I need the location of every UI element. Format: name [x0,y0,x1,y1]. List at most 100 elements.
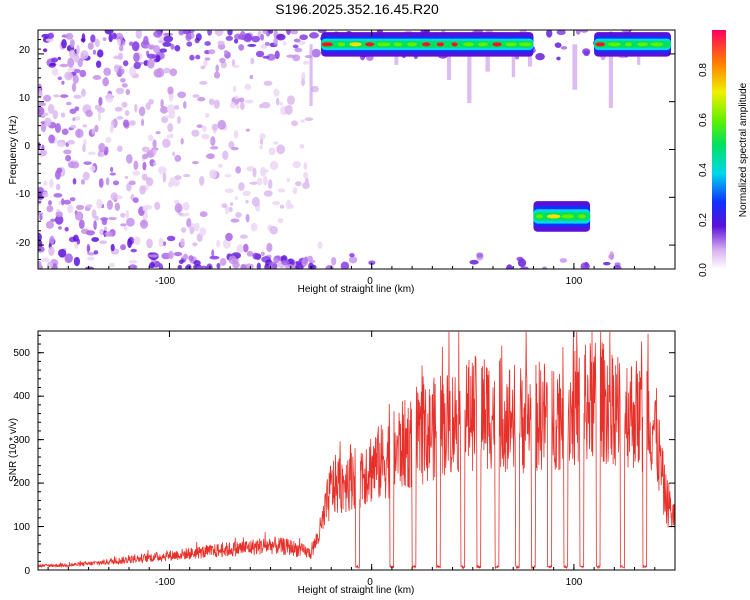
heatmap-cell [128,41,134,46]
heatmap-cell [222,238,231,249]
heatmap-cell [169,177,176,186]
heatmap-streak [572,44,578,90]
heatmap-cell [292,54,301,62]
heatmap-cell [217,163,223,168]
heatmap-cell [214,30,224,37]
heatmap-cell [124,110,130,117]
heatmap-cell [67,161,76,169]
heatmap-cell [66,101,72,106]
chart-title: S196.2025.352.16.45.R20 [275,1,439,17]
snr-frame [37,330,676,571]
heatmap-cell [109,262,115,268]
heatmap-cell [153,30,162,38]
heatmap-peak [637,42,649,47]
heatmap-cell [239,234,248,239]
heatmap-cell [268,147,276,156]
heatmap-cell [232,58,236,67]
heatmap-cell [177,91,187,99]
heatmap-cell [42,48,48,53]
heatmap-cell [120,223,127,227]
heatmap-cell [127,238,132,249]
heatmap-cell [124,226,128,231]
heatmap-cell [80,38,86,43]
heatmap-cell [309,32,319,39]
colorbar-tick-label: 0.6 [698,113,709,127]
heatmap-cell [121,101,128,108]
heatmap-cell [97,111,102,122]
heatmap-cell [71,82,77,92]
heatmap-cell [104,226,108,232]
heatmap-cell [260,33,264,41]
heatmap-cell [208,98,215,106]
heatmap-cell [252,167,257,178]
heatmap-cell [244,263,254,269]
heatmap-cell [155,131,161,135]
heatmap-cell [207,30,212,36]
heatmap-cell [273,37,278,46]
heatmap-cell [126,217,135,227]
heatmap-cell [132,197,139,203]
heatmap-cell [303,162,308,170]
heatmap-cell [194,222,200,232]
heatmap-cell [61,80,65,85]
heatmap-cell [294,181,302,187]
heatmap-cell [234,38,239,44]
heatmap-peak [505,42,517,47]
heatmap-cell [186,217,192,228]
heatmap-cell [159,48,168,53]
heatmap-cell [132,170,141,176]
heatmap-cell [146,53,156,59]
heatmap-cell [69,39,75,48]
heatmap-streak [511,44,516,78]
heatmap-cell [556,30,566,36]
heatmap-cell [228,141,235,149]
heatmap-cell [54,123,62,133]
heatmap-cell [559,258,568,263]
heatmap-cell [195,33,202,41]
heatmap-cell [60,112,66,118]
heatmap-cell [64,71,74,81]
heatmap-cell [292,44,299,49]
heatmap-cell [61,38,67,49]
heatmap-cell [266,53,276,61]
heatmap-cell [554,42,562,48]
heatmap-cell [292,187,298,195]
heatmap-cell [289,204,294,209]
heatmap-cell [245,200,249,204]
heatmap-cell [235,211,242,218]
heatmap-cell [101,218,108,226]
heatmap-cell [103,150,108,156]
heatmap-cell [93,220,97,231]
snr-line [38,331,675,570]
heatmap-cell [469,259,479,265]
heatmap-peak [607,42,621,47]
heatmap-cell [233,85,237,93]
heatmap-cell [211,249,215,257]
heatmap-peak [650,42,664,47]
heatmap-cell [191,129,200,137]
heatmap-cell [110,243,115,252]
heatmap-cell [80,88,86,97]
heatmap-cell [53,193,63,198]
heatmap-cell [133,52,140,63]
heatmap-cell [109,166,114,173]
snr-panel: -100 0 100 0 100 200 300 400 500 Height … [8,330,676,596]
heatmap-peak [463,42,475,47]
heatmap-cell [193,260,201,266]
heatmap-cell [240,263,247,269]
heatmap-cell [238,97,245,103]
heatmap-peak [625,42,632,47]
heatmap-cell [149,262,156,269]
top-ytick-label: -10 [16,189,31,200]
heatmap-cell [173,105,180,110]
heatmap-peak [393,42,403,47]
heatmap-cell [325,265,334,269]
heatmap-cell [233,129,239,139]
heatmap-cell [67,57,75,68]
heatmap-cell [43,94,52,102]
heatmap-cell [219,258,227,266]
heatmap-cell [80,179,85,185]
heatmap-cell [301,257,308,267]
heatmap-cell [281,259,290,266]
